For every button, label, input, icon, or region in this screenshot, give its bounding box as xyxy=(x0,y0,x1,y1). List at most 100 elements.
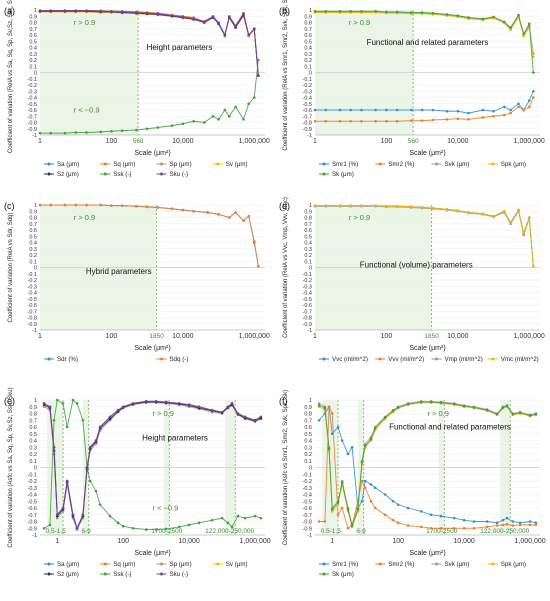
data-point xyxy=(445,13,449,16)
data-point xyxy=(509,111,512,115)
data-point xyxy=(395,10,399,14)
y-tick-label: -0.6 xyxy=(303,303,312,309)
data-point xyxy=(253,514,257,518)
data-point xyxy=(502,113,506,117)
region-label: 560 xyxy=(133,138,144,145)
data-point xyxy=(373,427,377,430)
data-point xyxy=(360,9,363,13)
y-tick-label: 0.5 xyxy=(304,432,312,438)
data-point xyxy=(330,510,334,513)
legend-marker xyxy=(216,562,220,566)
data-point xyxy=(360,108,363,112)
data-point xyxy=(363,479,367,483)
y-tick-label: -0.2 xyxy=(28,479,37,485)
y-tick-label: -1 xyxy=(307,533,312,539)
data-point xyxy=(49,131,53,135)
y-tick-label: -0.8 xyxy=(303,316,312,322)
data-point xyxy=(203,121,206,124)
data-point xyxy=(518,523,522,527)
legend-item: Sku (-) xyxy=(156,171,188,178)
data-point xyxy=(431,11,435,15)
y-tick-label: -0.6 xyxy=(28,108,37,114)
data-point xyxy=(220,410,224,414)
y-tick-label: -0.1 xyxy=(28,272,37,278)
y-axis-label: Coefficient of variation (RelA vs Sa, Sq… xyxy=(8,0,14,153)
legend-item: Sv (μm) xyxy=(212,561,248,568)
legend-marker xyxy=(435,357,438,361)
data-point xyxy=(247,102,251,106)
data-point xyxy=(243,415,247,419)
y-tick-label: 0.9 xyxy=(304,209,312,215)
data-point xyxy=(338,204,342,207)
data-point xyxy=(330,508,334,511)
data-point xyxy=(338,119,342,123)
y-tick-label: 0.9 xyxy=(304,405,312,411)
data-point xyxy=(467,118,470,121)
y-tick-label: -0.8 xyxy=(28,316,37,322)
data-point xyxy=(492,114,495,118)
region-label: 0.5-1.5 xyxy=(321,528,342,535)
y-tick-label: 0.9 xyxy=(29,209,37,215)
data-point xyxy=(410,205,413,209)
data-point xyxy=(227,216,231,219)
data-point xyxy=(495,524,499,527)
data-point xyxy=(313,119,317,123)
legend-label: Sp (μm) xyxy=(170,561,192,568)
data-point xyxy=(472,520,476,523)
data-point xyxy=(63,203,67,207)
y-tick-label: 0.8 xyxy=(304,216,312,222)
legend-marker xyxy=(160,572,163,576)
panel-title: Functional (volume) parameters xyxy=(360,261,473,270)
y-tick-label: 0.6 xyxy=(304,33,312,39)
data-point xyxy=(534,523,538,527)
data-point xyxy=(177,402,181,405)
y-tick-label: 1 xyxy=(34,398,37,404)
region-label: 122,000-250,000 xyxy=(205,528,255,535)
region-label: 1850 xyxy=(149,333,164,340)
x-tick-label: 100 xyxy=(106,138,118,145)
y-tick-label: 0.1 xyxy=(304,64,312,70)
y-tick-label: -1 xyxy=(307,328,312,334)
data-point xyxy=(509,221,512,224)
legend-item: Sq (μm) xyxy=(100,561,135,568)
data-point xyxy=(88,445,92,449)
data-point xyxy=(410,11,413,14)
panel-title: Functional and related parameters xyxy=(367,38,489,47)
legend-item: Sq (μm) xyxy=(100,161,135,168)
data-point xyxy=(52,445,56,449)
legend-item: Sp (μm) xyxy=(156,561,192,568)
data-point xyxy=(374,9,377,13)
data-point xyxy=(502,105,506,109)
data-point xyxy=(156,206,160,209)
data-point xyxy=(374,108,377,112)
data-point xyxy=(170,124,174,127)
legend-marker xyxy=(378,357,382,361)
data-point xyxy=(48,405,52,409)
data-point xyxy=(501,406,505,409)
legend-label: Sdr (%) xyxy=(57,356,78,363)
panel-letter: (f) xyxy=(279,396,288,406)
x-tick-label: 100 xyxy=(106,333,118,340)
panel-title: Height parameters xyxy=(147,43,213,52)
x-tick-label: 10,000 xyxy=(447,138,469,145)
data-point xyxy=(485,408,489,412)
x-tick-label: 100 xyxy=(381,138,393,145)
data-point xyxy=(420,108,424,112)
y-tick-label: -0.6 xyxy=(28,303,37,309)
y-tick-label: 0.7 xyxy=(304,418,312,424)
data-point xyxy=(452,402,456,406)
legend-label: Sz (μm) xyxy=(57,571,79,578)
data-point xyxy=(502,20,506,24)
legend-label: Sdq (-) xyxy=(170,356,189,363)
data-point xyxy=(346,508,350,511)
region-label: 1700-2500 xyxy=(151,528,182,535)
y-tick-label: 0 xyxy=(309,71,312,77)
data-point xyxy=(481,17,485,21)
legend-item: Smr2 (%) xyxy=(375,161,414,168)
y-tick-label: -0.9 xyxy=(28,526,37,532)
data-point xyxy=(360,119,363,123)
y-tick-label: -0.7 xyxy=(28,309,37,315)
data-point xyxy=(419,510,423,513)
y-tick-label: 0.2 xyxy=(304,253,312,259)
x-axis-label: Scale (μm²) xyxy=(409,550,445,557)
